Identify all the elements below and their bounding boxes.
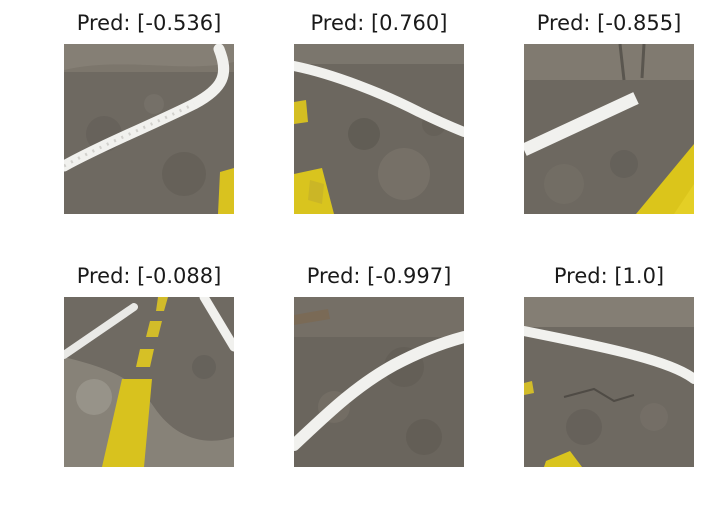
road-photo-5-graphic [294,297,464,467]
panel-title-1: Pred: [-0.536] [76,11,222,35]
road-photo-5 [294,297,464,467]
panel-title-6: Pred: [1.0] [553,264,665,288]
road-photo-2 [294,44,464,214]
road-photo-3 [524,44,694,214]
panel-title-2: Pred: [0.760] [310,11,448,35]
road-photo-6-graphic [524,297,694,467]
road-photo-4-graphic [64,297,234,467]
road-photo-1 [64,44,234,214]
panel-title-3: Pred: [-0.855] [536,11,682,35]
road-photo-1-graphic [64,44,234,214]
panel-title-5: Pred: [-0.997] [306,264,452,288]
road-photo-6 [524,297,694,467]
panel-title-4: Pred: [-0.088] [76,264,222,288]
road-photo-3-graphic [524,44,694,214]
road-photo-2-graphic [294,44,464,214]
road-photo-4 [64,297,234,467]
